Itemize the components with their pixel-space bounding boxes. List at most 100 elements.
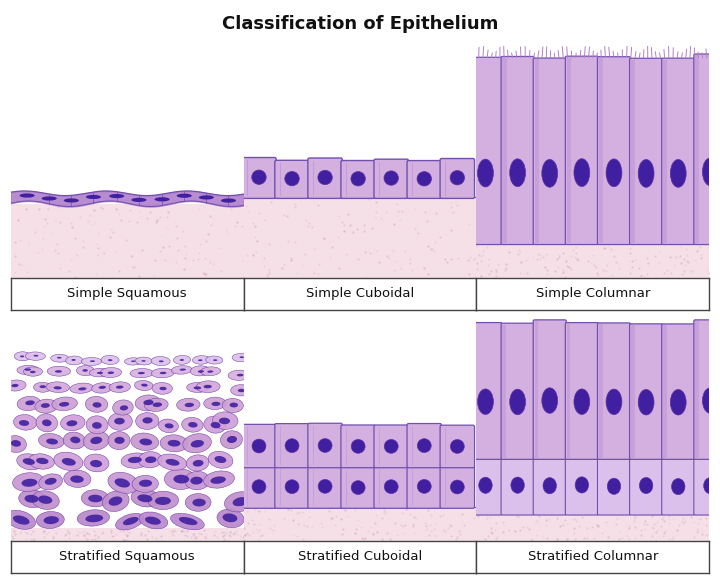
Ellipse shape: [64, 198, 79, 203]
Bar: [243, 197, 477, 278]
Ellipse shape: [131, 198, 146, 202]
Ellipse shape: [672, 479, 685, 495]
Ellipse shape: [192, 355, 210, 364]
Ellipse shape: [92, 422, 102, 429]
Bar: [477, 514, 709, 541]
FancyBboxPatch shape: [341, 425, 375, 468]
FancyBboxPatch shape: [662, 458, 695, 515]
Ellipse shape: [225, 492, 255, 512]
Ellipse shape: [703, 158, 719, 185]
Ellipse shape: [138, 452, 162, 468]
Ellipse shape: [115, 513, 144, 530]
Ellipse shape: [108, 359, 112, 361]
Ellipse shape: [86, 416, 108, 434]
Ellipse shape: [57, 357, 61, 359]
Ellipse shape: [131, 489, 160, 507]
Ellipse shape: [4, 435, 27, 453]
FancyBboxPatch shape: [275, 423, 310, 468]
Ellipse shape: [575, 477, 589, 493]
Ellipse shape: [59, 402, 69, 407]
Text: Simple Squamous: Simple Squamous: [68, 287, 187, 300]
Ellipse shape: [222, 513, 238, 522]
Ellipse shape: [99, 386, 106, 389]
Ellipse shape: [191, 440, 204, 448]
Ellipse shape: [108, 472, 139, 494]
FancyBboxPatch shape: [341, 161, 375, 198]
Ellipse shape: [91, 382, 112, 393]
Ellipse shape: [132, 475, 158, 492]
Bar: [696, 55, 699, 243]
Ellipse shape: [84, 431, 109, 450]
Ellipse shape: [30, 371, 35, 373]
Ellipse shape: [171, 366, 192, 374]
FancyBboxPatch shape: [469, 456, 502, 515]
Ellipse shape: [151, 357, 170, 366]
FancyBboxPatch shape: [565, 56, 598, 245]
Bar: [631, 325, 635, 458]
Ellipse shape: [19, 490, 46, 507]
Ellipse shape: [123, 517, 138, 525]
Ellipse shape: [165, 423, 174, 429]
FancyBboxPatch shape: [407, 423, 441, 468]
Ellipse shape: [607, 478, 621, 494]
FancyBboxPatch shape: [565, 455, 598, 515]
Ellipse shape: [703, 478, 717, 494]
Ellipse shape: [78, 387, 86, 391]
Ellipse shape: [88, 495, 102, 502]
Ellipse shape: [128, 457, 142, 463]
Ellipse shape: [194, 386, 201, 389]
Ellipse shape: [159, 386, 166, 391]
Ellipse shape: [159, 361, 163, 362]
Ellipse shape: [145, 398, 168, 411]
Ellipse shape: [184, 403, 194, 407]
Ellipse shape: [25, 352, 45, 361]
FancyBboxPatch shape: [565, 323, 598, 460]
Text: Simple Columnar: Simple Columnar: [536, 287, 650, 300]
Ellipse shape: [219, 418, 230, 424]
Ellipse shape: [351, 172, 365, 186]
Bar: [696, 321, 699, 458]
Ellipse shape: [185, 494, 211, 511]
Ellipse shape: [210, 476, 226, 484]
Ellipse shape: [71, 437, 81, 444]
Ellipse shape: [90, 437, 102, 444]
Ellipse shape: [131, 433, 158, 450]
Ellipse shape: [13, 516, 30, 525]
Ellipse shape: [215, 456, 226, 463]
FancyBboxPatch shape: [629, 58, 662, 245]
Ellipse shape: [35, 399, 58, 413]
Bar: [534, 321, 539, 458]
FancyBboxPatch shape: [242, 157, 276, 198]
Ellipse shape: [141, 384, 148, 386]
Ellipse shape: [138, 372, 145, 374]
Ellipse shape: [285, 172, 300, 186]
Ellipse shape: [143, 400, 153, 405]
Ellipse shape: [222, 399, 243, 412]
Ellipse shape: [606, 159, 622, 187]
Ellipse shape: [53, 386, 62, 389]
Ellipse shape: [155, 497, 171, 505]
Ellipse shape: [22, 479, 37, 487]
Ellipse shape: [86, 514, 103, 522]
Ellipse shape: [206, 356, 223, 364]
Ellipse shape: [89, 368, 110, 377]
Ellipse shape: [66, 420, 77, 426]
Ellipse shape: [158, 454, 186, 470]
FancyBboxPatch shape: [275, 160, 310, 198]
FancyBboxPatch shape: [534, 58, 566, 245]
Bar: [599, 58, 603, 243]
Ellipse shape: [703, 388, 719, 414]
Ellipse shape: [20, 355, 24, 357]
FancyBboxPatch shape: [374, 159, 408, 198]
Ellipse shape: [238, 389, 245, 392]
Ellipse shape: [39, 474, 63, 490]
Ellipse shape: [186, 382, 208, 392]
Ellipse shape: [114, 478, 130, 487]
Ellipse shape: [12, 473, 45, 491]
Ellipse shape: [109, 497, 122, 506]
FancyBboxPatch shape: [629, 456, 662, 515]
Ellipse shape: [384, 439, 398, 453]
Ellipse shape: [5, 510, 35, 529]
Ellipse shape: [542, 160, 558, 187]
Ellipse shape: [45, 478, 57, 485]
